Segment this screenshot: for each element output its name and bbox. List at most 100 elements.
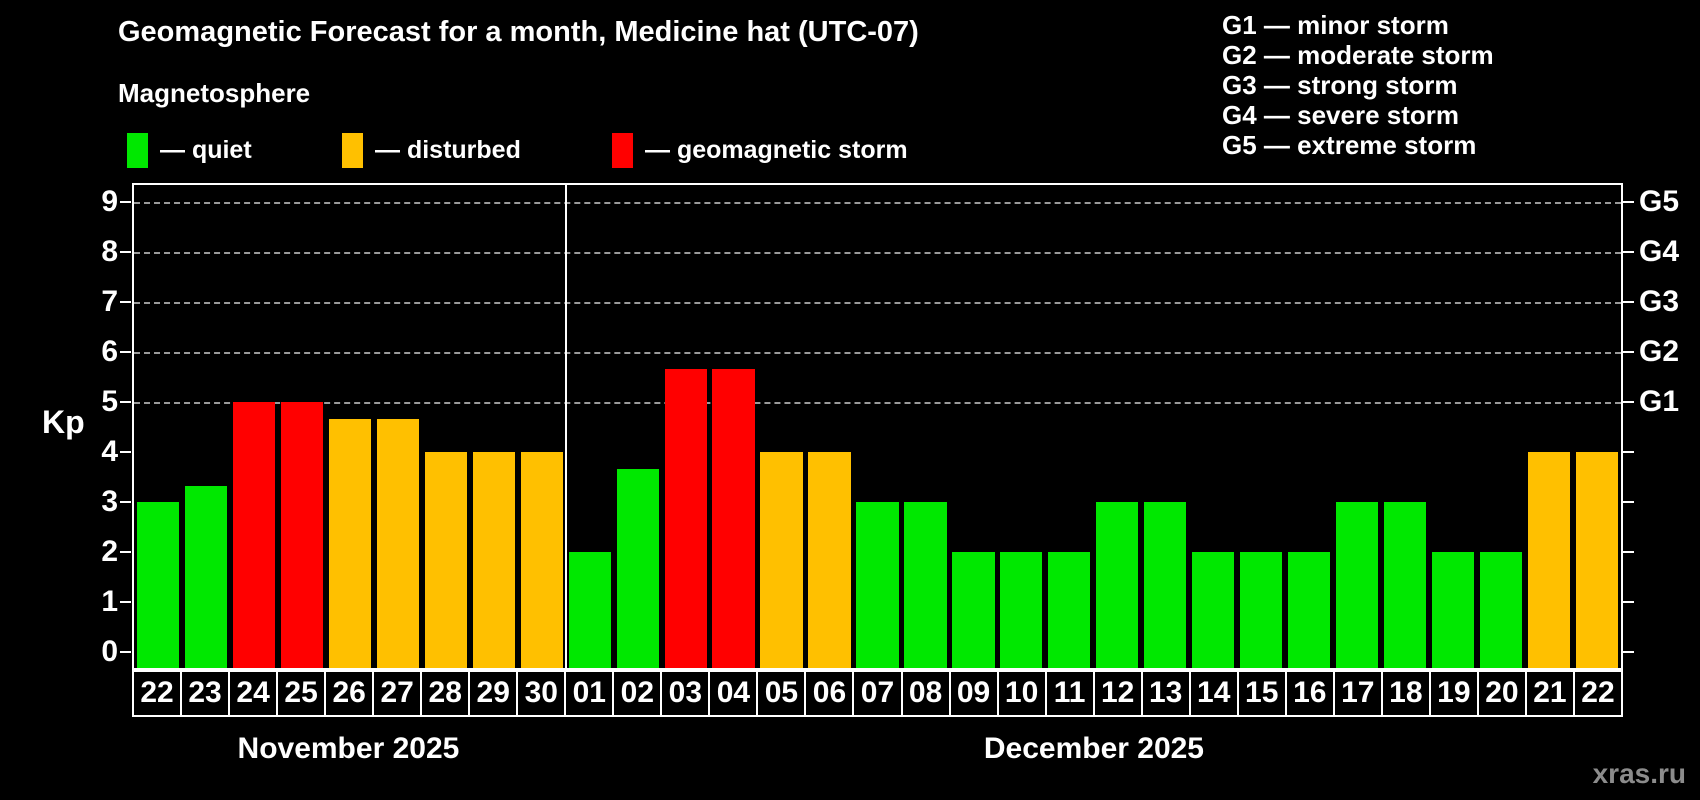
kp-bar-disturbed xyxy=(1527,452,1571,668)
legend-item-quiet: — quiet xyxy=(127,132,252,168)
bar-slot xyxy=(518,185,566,668)
kp-bar-disturbed xyxy=(424,452,467,668)
bar-slot xyxy=(470,185,518,668)
y-tick-mark-left xyxy=(120,501,131,503)
date-cell: 30 xyxy=(516,670,567,717)
date-cell: 17 xyxy=(1332,670,1383,717)
y-tick-mark-right xyxy=(1623,501,1634,503)
date-axis-row: 22 23 24 25 26 27 28 29 30 01 02 03 04 05 06 07 08 09 10 11… xyxy=(132,670,1623,717)
g-legend-line: G2 — moderate storm xyxy=(1222,40,1494,70)
y-tick-mark-left xyxy=(120,351,131,353)
kp-bar-quiet xyxy=(1096,502,1139,668)
date-cell: 28 xyxy=(420,670,471,717)
kp-bar-quiet xyxy=(1336,502,1379,668)
bar-slot xyxy=(949,185,997,668)
y-tick-mark-left xyxy=(120,251,131,253)
bar-slot xyxy=(278,185,326,668)
y-tick-label: 6 xyxy=(101,335,118,368)
y-tick-label: 1 xyxy=(101,585,118,618)
bar-slot xyxy=(134,185,182,668)
date-cell: 20 xyxy=(1476,670,1527,717)
bar-slot xyxy=(614,185,662,668)
g-legend-line: G4 — severe storm xyxy=(1222,100,1460,130)
bar-slot xyxy=(1093,185,1141,668)
legend-item-storm: — geomagnetic storm xyxy=(612,132,908,168)
month-label: November 2025 xyxy=(237,732,460,765)
y-tick-label: 3 xyxy=(101,485,118,518)
date-cell: 22 xyxy=(1572,670,1623,717)
month-separator-line xyxy=(564,185,567,668)
bar-slot xyxy=(1429,185,1477,668)
bar-slot xyxy=(230,185,278,668)
kp-bar-quiet xyxy=(1048,552,1091,668)
kp-bar-quiet xyxy=(856,502,899,668)
date-cell: 13 xyxy=(1140,670,1191,717)
bar-slot xyxy=(1381,185,1429,668)
gridline-kp6 xyxy=(134,352,1621,354)
g-level-label-G5: G5 xyxy=(1639,185,1680,218)
y-tick-mark-right xyxy=(1623,551,1634,553)
g-level-label-G3: G3 xyxy=(1639,285,1680,318)
date-cell: 02 xyxy=(612,670,663,717)
y-tick-label: 7 xyxy=(101,285,118,318)
g-level-label-G1: G1 xyxy=(1639,385,1680,418)
y-tick-mark-right xyxy=(1623,201,1634,203)
kp-bar-quiet xyxy=(1000,552,1043,668)
y-tick-mark-right xyxy=(1623,401,1634,403)
date-cell: 15 xyxy=(1236,670,1287,717)
bar-slot xyxy=(182,185,230,668)
y-tick-label: 5 xyxy=(101,385,118,418)
kp-bar-disturbed xyxy=(760,452,803,668)
bar-slot xyxy=(1045,185,1093,668)
gridline-kp5 xyxy=(134,402,1621,404)
date-cell: 14 xyxy=(1188,670,1239,717)
bar-slot xyxy=(374,185,422,668)
legend-swatch-disturbed-icon xyxy=(342,132,363,168)
page-title: Geomagnetic Forecast for a month, Medici… xyxy=(118,16,919,48)
date-cell: 11 xyxy=(1044,670,1095,717)
y-tick-label: 4 xyxy=(101,435,118,468)
bar-slot xyxy=(1237,185,1285,668)
kp-bar-storm xyxy=(280,402,323,668)
date-cell: 29 xyxy=(468,670,519,717)
bar-slot xyxy=(662,185,710,668)
date-cell: 22 xyxy=(132,670,183,717)
date-cell: 05 xyxy=(756,670,807,717)
date-cell: 07 xyxy=(852,670,903,717)
kp-bar-quiet xyxy=(184,485,228,668)
bar-slot xyxy=(1333,185,1381,668)
g-legend-line: G1 — minor storm xyxy=(1222,10,1449,40)
chart-subtitle: Magnetosphere xyxy=(118,78,311,108)
bar-slot xyxy=(1573,185,1621,668)
bar-slot xyxy=(566,185,614,668)
bar-slot xyxy=(854,185,902,668)
kp-bar-quiet xyxy=(568,552,611,668)
gridline-kp7 xyxy=(134,302,1621,304)
bar-slot xyxy=(1285,185,1333,668)
bar-slot xyxy=(758,185,806,668)
kp-bar-quiet xyxy=(952,552,995,668)
kp-bar-storm xyxy=(712,368,755,668)
y-tick-label: 9 xyxy=(101,185,118,218)
legend-item-label: — disturbed xyxy=(375,135,521,164)
kp-bar-disturbed xyxy=(328,418,371,668)
bar-slot xyxy=(1477,185,1525,668)
g-scale-legend: G1 — minor storm G2 — moderate storm G3 — … xyxy=(1222,10,1494,160)
g-legend-line: G3 — strong storm xyxy=(1222,70,1458,100)
legend-item-disturbed: — disturbed xyxy=(342,132,521,168)
date-cell: 10 xyxy=(996,670,1047,717)
y-axis-title: Kp xyxy=(42,404,85,440)
kp-bar-storm xyxy=(664,368,707,668)
y-tick-mark-right xyxy=(1623,601,1634,603)
month-label: December 2025 xyxy=(983,732,1204,765)
bar-slot xyxy=(326,185,374,668)
date-cell: 21 xyxy=(1524,670,1575,717)
kp-bar-quiet xyxy=(1288,552,1331,668)
kp-bar-quiet xyxy=(1192,552,1235,668)
legend-item-label: — geomagnetic storm xyxy=(645,135,908,164)
date-cell: 23 xyxy=(180,670,231,717)
date-cell: 06 xyxy=(804,670,855,717)
plot-area xyxy=(132,183,1623,670)
date-cell: 27 xyxy=(372,670,423,717)
bar-slot xyxy=(1141,185,1189,668)
